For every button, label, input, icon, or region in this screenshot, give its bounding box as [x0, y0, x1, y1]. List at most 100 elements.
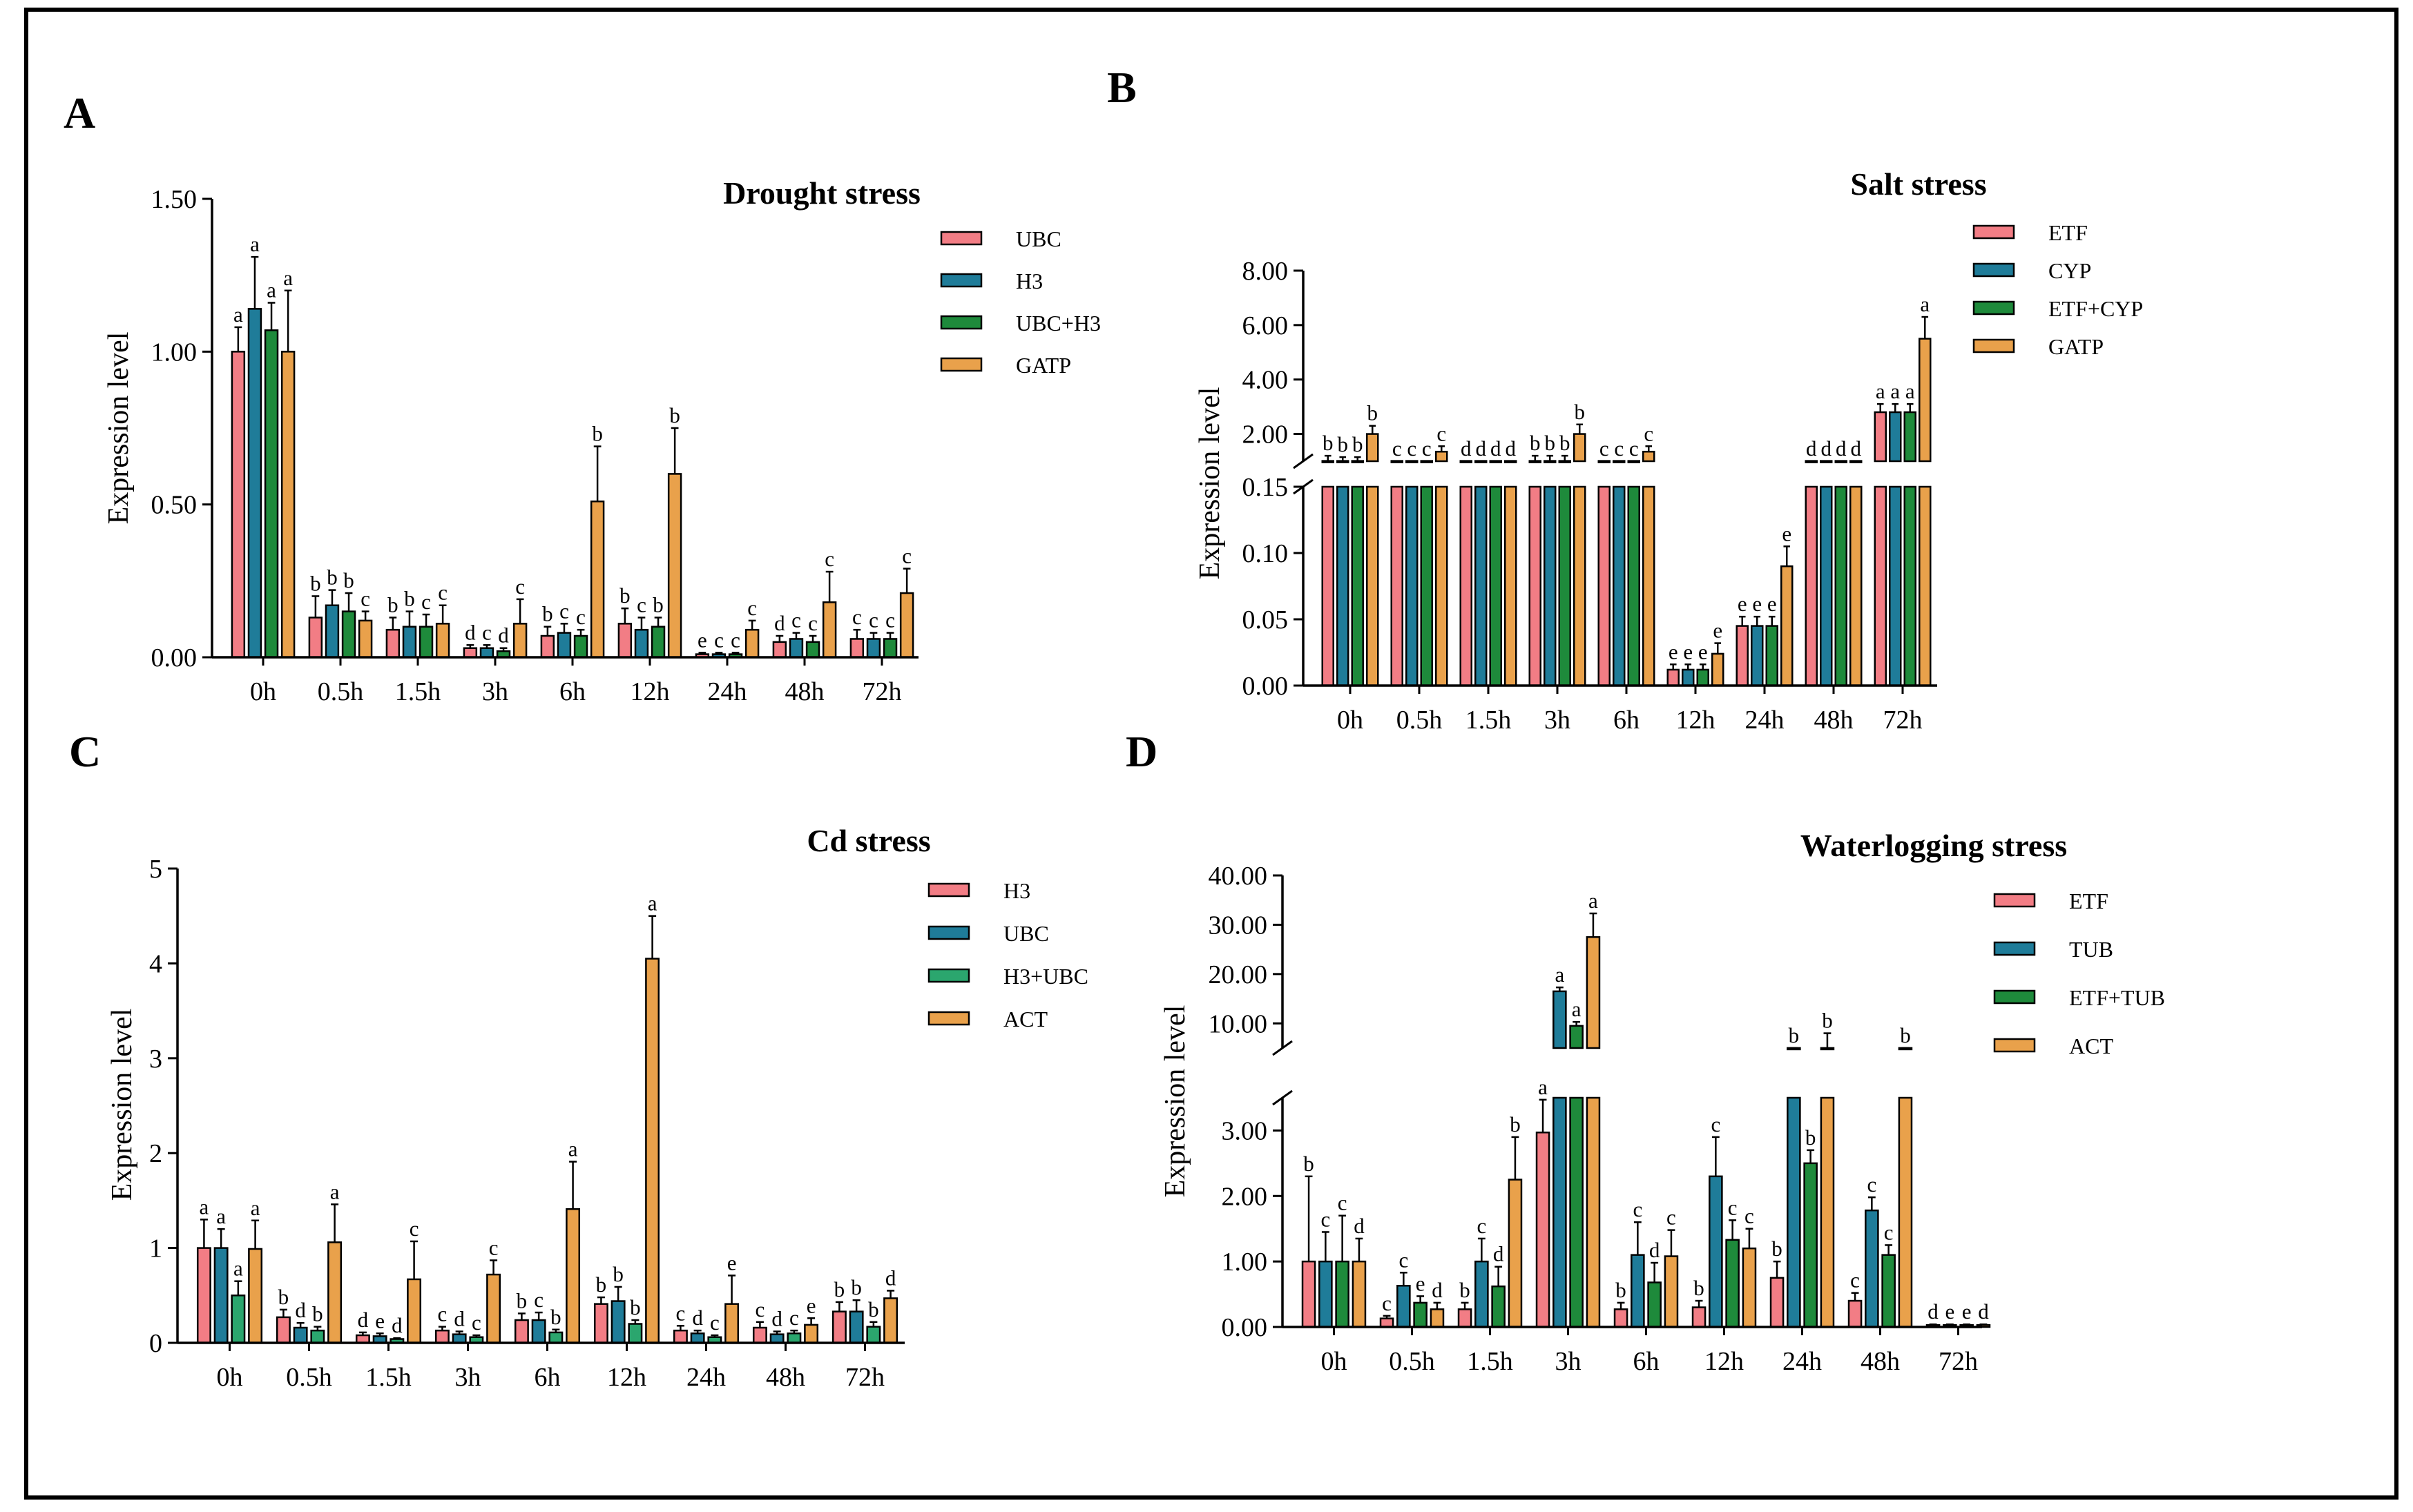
significance-label: b [1367, 401, 1378, 425]
panel-b-x-axis: 0h 0.5h 1.5h 3h 6h 12h 24h 48h 72h [1303, 684, 1937, 735]
significance-label: a [216, 1204, 226, 1228]
significance-label: e [1767, 592, 1777, 616]
legend-label: GATP [2048, 334, 2104, 359]
panel-b-letter: B [1107, 63, 1137, 112]
bar [573, 634, 588, 659]
x-tick-label: 0h [1321, 1347, 1347, 1376]
panel-a-title: Drought stress [723, 175, 921, 211]
significance-label: e [1669, 639, 1678, 663]
significance-label: b [1822, 1009, 1833, 1033]
bar [899, 592, 914, 659]
panel-a-ylabel: Expression level [103, 332, 135, 525]
y-tick-label: 20.00 [1209, 960, 1268, 989]
significance-label: d [1476, 436, 1487, 461]
legend-swatch [940, 315, 983, 330]
panel-c-y-axis: 0 1 2 3 4 5 [149, 855, 179, 1358]
significance-label: c [1644, 421, 1653, 445]
significance-label: b [1771, 1237, 1782, 1261]
y-tick-label: 30.00 [1209, 911, 1268, 940]
significance-label: b [1530, 431, 1541, 455]
panel-c-ylabel: Expression level [106, 1009, 138, 1201]
significance-label: c [747, 596, 757, 620]
significance-label: d [1461, 436, 1472, 461]
y-tick-label: 40.00 [1209, 862, 1268, 891]
y-tick-label: 0.00 [151, 643, 198, 672]
bar [1489, 485, 1502, 687]
bar [1321, 485, 1334, 687]
significance-label: e [698, 628, 707, 652]
y-tick-label: 2 [149, 1139, 162, 1168]
significance-label: d [1806, 436, 1817, 461]
axis-break-mark [1272, 1089, 1293, 1106]
legend-swatch [927, 882, 970, 898]
significance-label: c [1599, 436, 1609, 461]
bar-upper [1558, 460, 1571, 463]
bar [325, 604, 340, 659]
significance-label: e [1782, 521, 1791, 545]
bar [1569, 1096, 1584, 1328]
bar [1544, 485, 1557, 687]
bar-upper [1366, 433, 1379, 463]
y-tick-label: 3 [149, 1045, 162, 1074]
bar [1903, 485, 1916, 687]
significance-label: c [902, 544, 912, 568]
bar [1847, 1299, 1863, 1328]
bar [1666, 668, 1680, 687]
significance-label: d [1978, 1299, 1989, 1324]
bar [1491, 1285, 1506, 1328]
panel-d-legend: ETF TUB ETF+TUB ACT [1993, 889, 2165, 1058]
bar-upper [1528, 460, 1541, 463]
x-tick-label: 0h [1337, 706, 1363, 735]
bar-upper [1544, 460, 1557, 463]
significance-label: c [515, 574, 525, 599]
bar [1390, 485, 1403, 687]
significance-label: c [808, 611, 818, 635]
significance-label: c [421, 590, 431, 614]
bar [628, 1323, 643, 1344]
bar-upper [1351, 460, 1364, 463]
x-tick-label: 48h [1814, 706, 1854, 735]
bar [1765, 625, 1778, 687]
significance-label: e [1738, 592, 1747, 616]
bar [463, 647, 478, 659]
y-tick-label: 0.00 [1242, 672, 1289, 701]
bar [1889, 485, 1902, 687]
bar [1301, 1260, 1316, 1328]
bar [248, 1248, 263, 1344]
legend-label: CYP [2048, 258, 2091, 283]
bar [744, 628, 760, 659]
bar [822, 601, 837, 659]
y-tick-label: 0.50 [151, 491, 198, 520]
bar [1335, 1260, 1349, 1328]
bar [1573, 485, 1586, 687]
bar [358, 619, 373, 659]
significance-label: c [1320, 1207, 1330, 1231]
legend-swatch [927, 925, 970, 940]
significance-label: d [1354, 1214, 1365, 1238]
significance-label: c [885, 608, 895, 632]
bar [752, 1326, 767, 1344]
significance-label: c [676, 1301, 686, 1325]
legend-swatch [940, 357, 983, 372]
panel-a-x-axis: 0h 0.5h 1.5h 3h 6h 12h 24h 48h 72h [212, 656, 919, 706]
bar [434, 1329, 450, 1344]
legend-swatch [1972, 300, 2015, 316]
significance-label: c [1633, 1197, 1642, 1221]
significance-label: c [1407, 436, 1416, 461]
significance-label: a [1538, 1075, 1548, 1099]
bar [1805, 485, 1818, 687]
bar [1318, 1260, 1333, 1328]
y-tick-label: 1 [149, 1234, 162, 1263]
significance-label: c [1744, 1204, 1754, 1228]
bar [1803, 1162, 1818, 1328]
bar [548, 1331, 564, 1344]
significance-label: b [542, 602, 553, 626]
significance-label: c [710, 1310, 720, 1335]
significance-label: b [592, 422, 603, 446]
bar [327, 1241, 343, 1344]
significance-label: b [387, 592, 398, 617]
panel-d-title: Waterlogging stress [1800, 828, 2067, 863]
significance-label: b [1338, 432, 1349, 456]
bar [1691, 1306, 1707, 1328]
